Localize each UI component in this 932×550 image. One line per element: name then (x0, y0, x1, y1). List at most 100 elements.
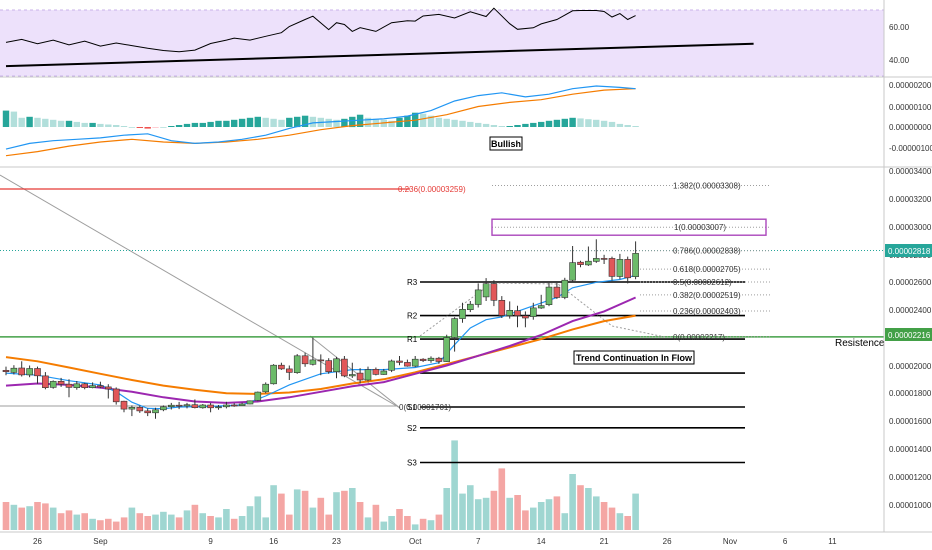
volume-bar (65, 510, 73, 530)
macd-histogram-bar (262, 117, 269, 127)
resistance-label: Resistence (835, 338, 885, 349)
macd-histogram-bar (388, 120, 395, 127)
macd-histogram-bar (561, 118, 568, 127)
macd-histogram-bar (522, 123, 529, 127)
time-axis: 26 Sep 9 16 23 Oct 7 14 21 26 Nov 6 11 (33, 537, 837, 546)
macd-signal-line (5, 88, 636, 157)
volume-bar (286, 514, 293, 530)
trend-continuation-annotation: Trend Continuation In Flow (573, 350, 695, 365)
x-tick-label: 9 (208, 537, 213, 546)
volume-bar (608, 507, 616, 530)
candle-body (632, 253, 639, 277)
macd-histogram-bar (467, 121, 474, 127)
macd-histogram-bar (120, 126, 128, 127)
volume-bar (49, 507, 57, 530)
candle-body (160, 406, 167, 411)
macd-histogram-bar (333, 119, 340, 127)
candle-body (577, 261, 584, 265)
volume-bar (152, 514, 159, 530)
macd-histogram-bar (608, 121, 616, 127)
rsi-band (0, 10, 884, 76)
volume-bar (57, 513, 65, 530)
candle-body (419, 358, 427, 361)
macd-histogram-bar (175, 125, 183, 127)
volume-bar (530, 507, 537, 530)
macd-histogram-bar (553, 119, 561, 127)
macd-histogram-bar (325, 118, 332, 127)
macd-histogram-bar (183, 123, 191, 127)
volume-bar (2, 502, 10, 530)
left-fib-label: 0.236(0.00003259) (398, 185, 466, 194)
macd-histogram-bar (490, 125, 498, 127)
macd-histogram-bar (136, 127, 143, 128)
price-tick-label: 0.00002600 (889, 278, 932, 287)
x-tick-label: 23 (332, 537, 341, 546)
candle-body (215, 406, 222, 409)
macd-histogram-bar (57, 120, 65, 127)
candle-body (10, 367, 18, 373)
candle-body (278, 364, 285, 370)
candle-body (600, 258, 608, 260)
candle-body (120, 400, 128, 410)
candle-body (506, 309, 514, 316)
candle-body (435, 357, 443, 362)
macd-histogram-bar (459, 120, 466, 127)
candle-body (207, 404, 214, 409)
candle-body (459, 308, 466, 319)
volume-bar (97, 520, 104, 530)
candle-body (443, 337, 451, 362)
volume-bar (451, 440, 458, 530)
volume-bar (18, 507, 25, 530)
volume-bar (301, 490, 309, 530)
volume-bar (120, 517, 128, 530)
volume-bar (73, 514, 81, 530)
volume-bar (230, 518, 238, 530)
macd-histogram-bar (498, 126, 505, 127)
macd-histogram-bar (593, 119, 600, 127)
trend-continuation-label: Trend Continuation In Flow (576, 353, 693, 363)
volume-bar (545, 499, 553, 530)
candle-body (285, 368, 293, 373)
macd-histogram-bar (514, 125, 521, 127)
rsi-trendline (5, 42, 754, 68)
macd-histogram-bar (435, 117, 443, 127)
candle-body (199, 404, 207, 409)
fib-level-label: 1.382(0.00003308) (673, 182, 741, 191)
volume-bar (10, 504, 18, 530)
volume-bar (199, 513, 206, 530)
candle-body (238, 403, 246, 407)
volume-bar (215, 517, 222, 530)
candle-body (73, 383, 81, 388)
candle-body (309, 359, 317, 365)
x-tick-label: Nov (723, 537, 737, 546)
macd-histogram-bar (443, 118, 450, 127)
volume-bar (333, 492, 340, 530)
x-tick-label: 14 (537, 537, 546, 546)
volume-bar (105, 518, 112, 530)
candle-body (411, 358, 419, 367)
macd-histogram-bar (600, 120, 608, 127)
price-tick-label: 0.00001400 (889, 445, 932, 454)
candle-body (175, 404, 183, 407)
macd-histogram-bar (168, 126, 175, 127)
volume-bar (128, 507, 136, 530)
macd-tick-label: 0.00000100 (889, 103, 932, 112)
pivot-label: R1 (407, 335, 418, 344)
candle-body (42, 375, 49, 388)
diagonal-trendline (309, 335, 401, 409)
macd-histogram-bar (254, 116, 261, 128)
volume-bar (482, 497, 490, 530)
candle-body (191, 404, 199, 409)
macd-histogram-bar (419, 113, 427, 127)
candle-body (585, 260, 592, 266)
candle-body (356, 372, 364, 381)
macd-histogram-bar (97, 123, 104, 127)
macd-histogram-bar (545, 120, 553, 127)
price-tick-label: 0.00002000 (889, 362, 932, 371)
volume-bar (183, 510, 191, 530)
candle-body (388, 360, 395, 371)
candle-body (230, 404, 238, 407)
pivot-label: R3 (407, 278, 418, 287)
volume-bar (81, 513, 88, 530)
